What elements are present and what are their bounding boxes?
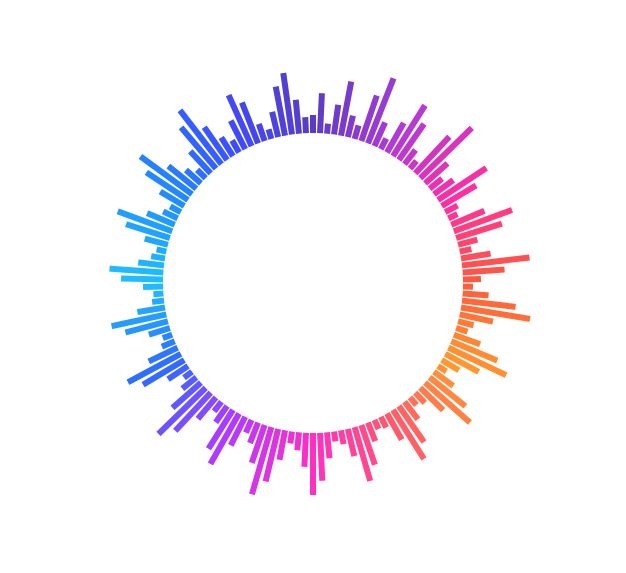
circular-equalizer: [0, 0, 626, 573]
eq-bar: [463, 276, 481, 282]
eq-bar: [463, 283, 473, 289]
eq-bar: [143, 283, 163, 289]
eq-bar: [324, 123, 331, 134]
eq-bar: [310, 115, 316, 133]
eq-bar: [153, 290, 163, 297]
eq-bar: [121, 275, 163, 282]
eq-bar: [302, 117, 309, 133]
equalizer-svg: [0, 0, 626, 568]
eq-bar: [310, 433, 316, 495]
